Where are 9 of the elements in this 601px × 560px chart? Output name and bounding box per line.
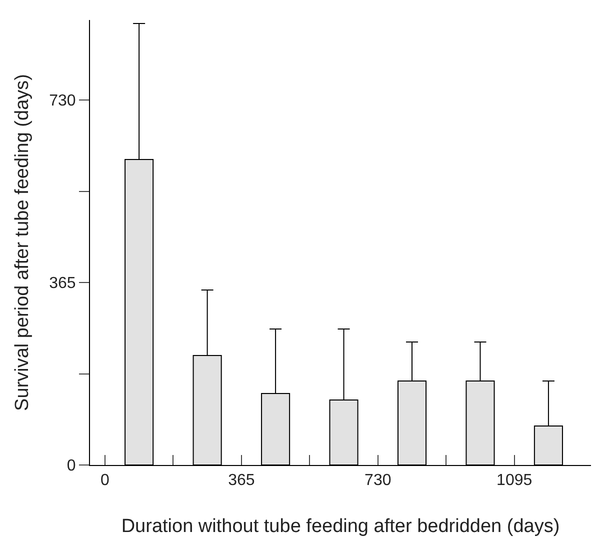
x-tick-label: 365 (228, 472, 255, 490)
y-tick-label: 365 (49, 275, 76, 292)
y-tick-label: 730 (49, 92, 76, 110)
y-tick-label: 0 (66, 458, 76, 475)
y-axis-title: Survival period after tube feeding (days) (12, 74, 33, 411)
x-tick-label: 0 (100, 472, 110, 490)
x-tick-label: 1095 (496, 472, 532, 490)
x-tick-label: 730 (364, 472, 392, 490)
x-axis-title: Duration without tube feeding after bedridden (days) (121, 516, 560, 537)
